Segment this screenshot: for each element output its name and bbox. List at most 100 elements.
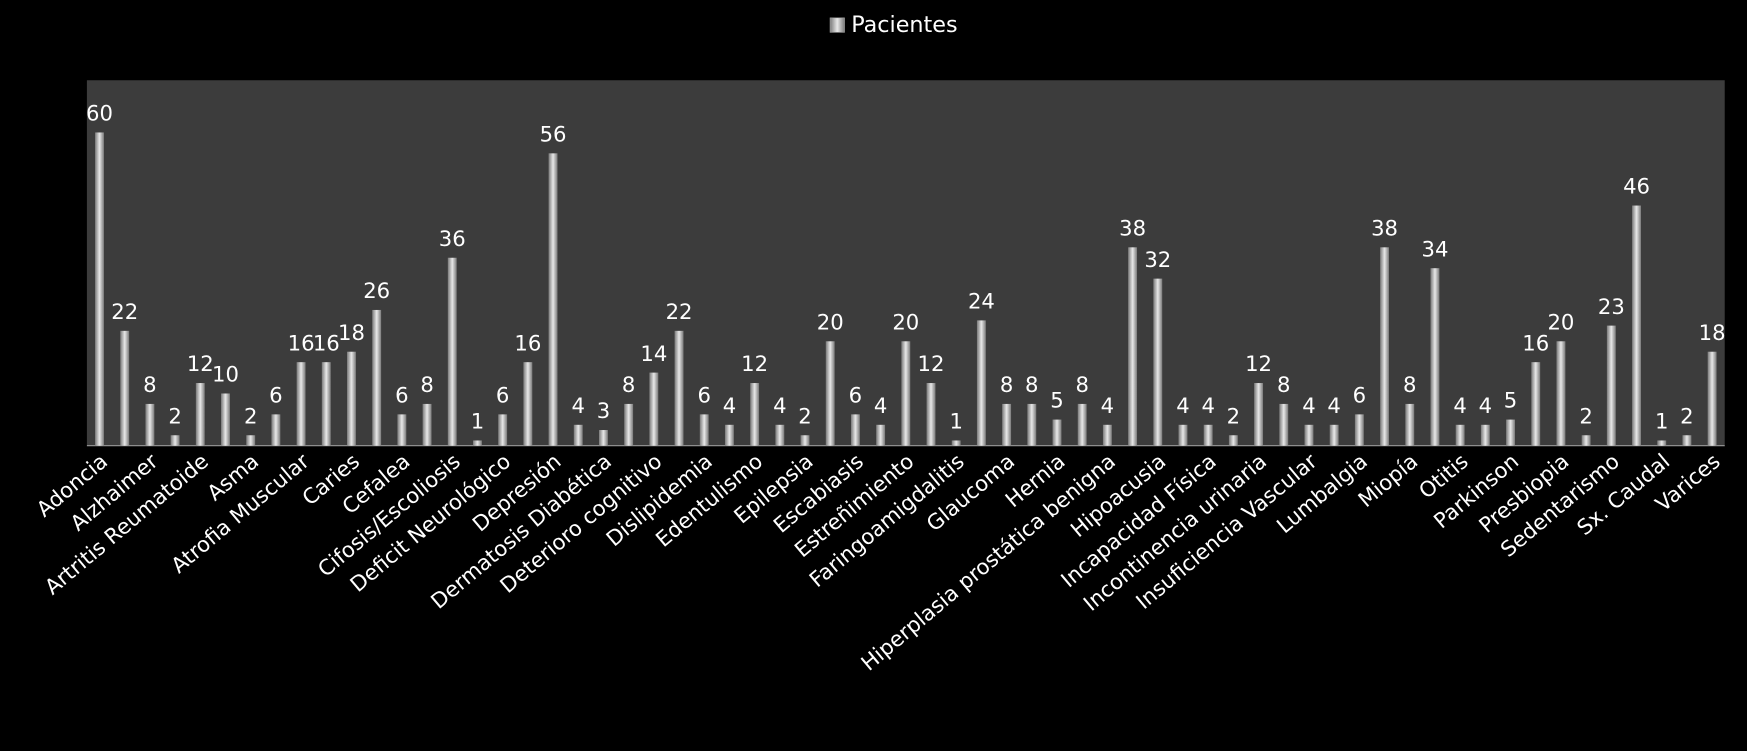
data-label: 4: [1453, 393, 1466, 418]
data-label: 6: [496, 383, 509, 408]
data-label: 26: [363, 278, 390, 303]
data-label: 8: [1075, 372, 1088, 397]
bar: [1178, 424, 1188, 446]
data-label: 12: [918, 351, 945, 376]
data-label: 2: [168, 403, 181, 428]
bar: [850, 414, 860, 446]
data-label: 16: [514, 330, 541, 355]
data-label: 5: [1050, 388, 1063, 413]
bar: [951, 440, 961, 446]
data-label: 4: [1101, 393, 1114, 418]
bar: [170, 435, 180, 446]
legend-label: Pacientes: [851, 12, 957, 38]
bar: [145, 403, 155, 446]
data-label: 2: [1227, 403, 1240, 428]
data-label: 8: [1403, 372, 1416, 397]
data-label: 4: [874, 393, 887, 418]
data-label: 12: [187, 351, 214, 376]
bar: [1380, 247, 1390, 446]
bar: [447, 257, 457, 446]
bar: [397, 414, 407, 446]
bar: [1027, 403, 1037, 446]
bar: [1002, 403, 1012, 446]
bar: [1657, 440, 1667, 446]
bar: [1632, 205, 1641, 446]
data-label: 18: [1699, 320, 1726, 345]
data-label: 8: [420, 372, 433, 397]
data-label: 1: [949, 409, 962, 434]
bar: [95, 132, 104, 446]
bar: [775, 424, 785, 446]
bar: [573, 424, 583, 446]
bar: [120, 330, 130, 446]
bar: [473, 440, 482, 446]
data-label: 18: [338, 320, 365, 345]
data-label: 5: [1504, 388, 1517, 413]
data-label: 23: [1598, 294, 1625, 319]
data-label: 4: [723, 393, 736, 418]
data-label: 2: [798, 403, 811, 428]
bar: [1304, 424, 1314, 446]
bar: [976, 320, 986, 446]
bar: [246, 435, 256, 446]
bar: [1581, 435, 1591, 446]
bar: [1329, 424, 1339, 446]
bar: [523, 362, 533, 446]
bar: [1102, 424, 1112, 446]
bar: [901, 341, 911, 446]
data-label: 4: [1479, 393, 1492, 418]
bar: [195, 383, 205, 446]
data-label: 2: [1579, 403, 1592, 428]
bar: [498, 414, 508, 446]
bar: [221, 393, 230, 446]
bar: [1556, 341, 1566, 446]
data-label: 8: [622, 372, 635, 397]
bar: [422, 403, 432, 446]
data-label: 4: [1201, 393, 1214, 418]
bar: [548, 153, 558, 446]
data-label: 22: [111, 299, 138, 324]
bar: [1254, 383, 1264, 446]
data-label: 10: [212, 362, 239, 387]
bar: [1128, 247, 1138, 446]
data-label: 6: [849, 383, 862, 408]
data-label: 8: [143, 372, 156, 397]
bar: [1682, 435, 1692, 446]
bar: [800, 435, 810, 446]
data-label: 20: [817, 309, 844, 334]
bar: [1606, 325, 1616, 446]
data-label: 32: [1144, 247, 1171, 272]
bar: [674, 330, 684, 446]
data-label: 16: [313, 330, 340, 355]
bar: [1203, 424, 1213, 446]
data-label: 24: [968, 289, 995, 314]
data-label: 38: [1371, 215, 1398, 240]
bar: [724, 424, 734, 446]
data-label: 4: [572, 393, 585, 418]
bar: [1480, 424, 1490, 446]
bar: [1506, 419, 1515, 446]
data-label: 4: [773, 393, 786, 418]
data-label: 36: [439, 226, 466, 251]
bar: [1153, 278, 1163, 446]
bar: [372, 309, 382, 446]
bar: [699, 414, 709, 446]
data-label: 1: [1655, 409, 1668, 434]
legend-swatch: [829, 17, 845, 33]
bar: [750, 383, 760, 446]
data-label: 2: [1680, 403, 1693, 428]
data-label: 20: [1547, 309, 1574, 334]
data-label: 1: [471, 409, 484, 434]
bar: [624, 403, 634, 446]
data-label: 4: [1327, 393, 1340, 418]
bar: [598, 430, 608, 446]
data-label: 20: [892, 309, 919, 334]
data-label: 56: [540, 122, 567, 147]
data-label: 16: [288, 330, 315, 355]
bar: [1405, 403, 1415, 446]
bar: [1052, 419, 1062, 446]
data-label: 34: [1421, 236, 1448, 261]
data-label: 14: [640, 341, 667, 366]
bar: [1077, 403, 1087, 446]
